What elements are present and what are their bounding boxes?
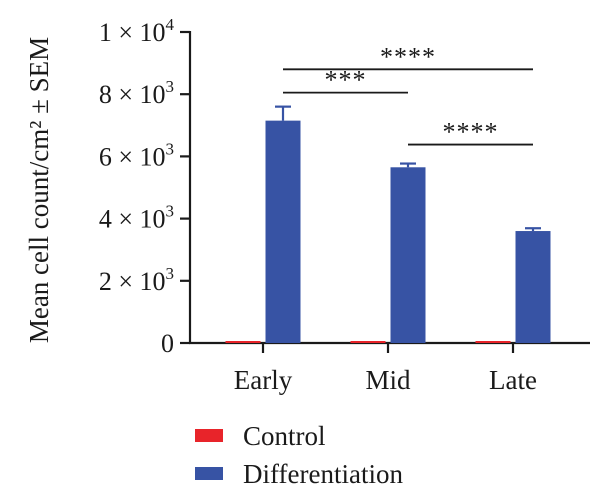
bar-control-early [225, 341, 261, 343]
bar-differentiation-early [265, 120, 301, 343]
y-tick-label: 8 × 103 [99, 77, 174, 109]
x-tick-label: Mid [365, 365, 411, 395]
significance-label: **** [443, 118, 499, 147]
y-ticks: 0 2 × 103 4 × 103 6 × 103 8 × 103 1 × 104 [99, 15, 190, 358]
y-tick-label: 2 × 103 [99, 264, 174, 296]
y-axis-title: Mean cell count/cm² ± SEM [24, 37, 54, 343]
x-tick-label: Late [489, 365, 537, 395]
bars [225, 105, 551, 343]
significance-label: **** [380, 42, 436, 71]
bar-control-late [475, 341, 511, 343]
y-tick-label: 4 × 103 [99, 202, 174, 234]
legend-swatch-differentiation [195, 467, 223, 480]
x-ticks: Early Mid Late [234, 343, 537, 395]
x-tick-label: Early [234, 365, 293, 395]
legend-label-differentiation: Differentiation [243, 459, 403, 489]
bar-differentiation-late [515, 231, 551, 343]
bar-control-mid [350, 341, 386, 343]
y-tick-label: 1 × 104 [99, 15, 175, 47]
significance-brackets: *********** [283, 42, 533, 147]
bar-differentiation-mid [390, 167, 426, 343]
y-tick-label: 0 [161, 329, 174, 358]
significance-label: *** [325, 66, 367, 95]
legend-label-control: Control [243, 421, 326, 451]
legend-swatch-control [195, 429, 223, 442]
y-tick-label: 6 × 103 [99, 139, 174, 171]
legend: Control Differentiation [195, 421, 403, 489]
